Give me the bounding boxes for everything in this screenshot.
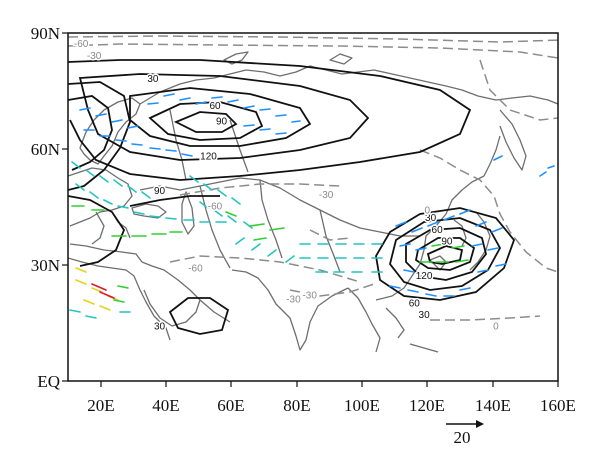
positive-contour-label: 30 [147,74,159,85]
lon-tick-label: 120E [409,396,445,415]
map-plot-area: 30609012090306090120603030-60-30-60-30-6… [68,35,558,353]
lat-tick-label: 90N [31,24,60,43]
positive-contour-label: 60 [409,298,421,309]
contour-labels: 30609012090306090120603030-60-30-60-30-6… [72,38,500,334]
lon-tick-label: 20E [87,396,114,415]
lon-axis [100,381,559,387]
negative-contour-label: -30 [87,51,102,62]
plot-frame [67,32,559,382]
positive-contour-label: 90 [154,186,166,197]
lon-tick-label: 140E [475,396,511,415]
lon-tick-label: 160E [540,396,576,415]
coastlines [68,51,558,353]
positive-contour-label: 90 [441,236,453,247]
negative-contour-label: 0 [493,322,499,333]
positive-contours [68,59,516,335]
lat-axis [62,32,68,382]
positive-contour-label: 90 [216,117,228,128]
positive-contour-label: 120 [416,271,433,282]
lon-tick-label: 80E [283,396,310,415]
wind-vectors [69,93,555,319]
positive-contour-label: 60 [432,225,444,236]
lon-tick-label: 100E [344,396,380,415]
lon-tick-label: 60E [217,396,244,415]
negative-contour-label: -60 [208,202,223,213]
negative-contour-label: -30 [319,190,334,201]
positive-contour-label: 30 [419,310,431,321]
negative-contour-label: -30 [302,291,317,302]
positive-contour-label: 30 [425,213,437,224]
reference-vector: 20 [446,420,484,447]
negative-contour-label: -60 [188,264,203,275]
reference-arrowhead-icon [476,420,484,428]
lat-tick-label: 60N [31,140,60,159]
positive-contour-label: 120 [200,151,217,162]
negative-contour-label: -60 [74,39,89,50]
lat-tick-label: EQ [37,372,60,391]
negative-contour-label: -30 [286,294,301,305]
negative-contour-label: 0 [425,206,431,217]
positive-contour-label: 30 [154,322,166,333]
positive-contour-label: 60 [209,101,221,112]
lat-tick-label: 30N [31,256,60,275]
reference-vector-label: 20 [454,428,471,447]
lon-tick-label: 40E [152,396,179,415]
